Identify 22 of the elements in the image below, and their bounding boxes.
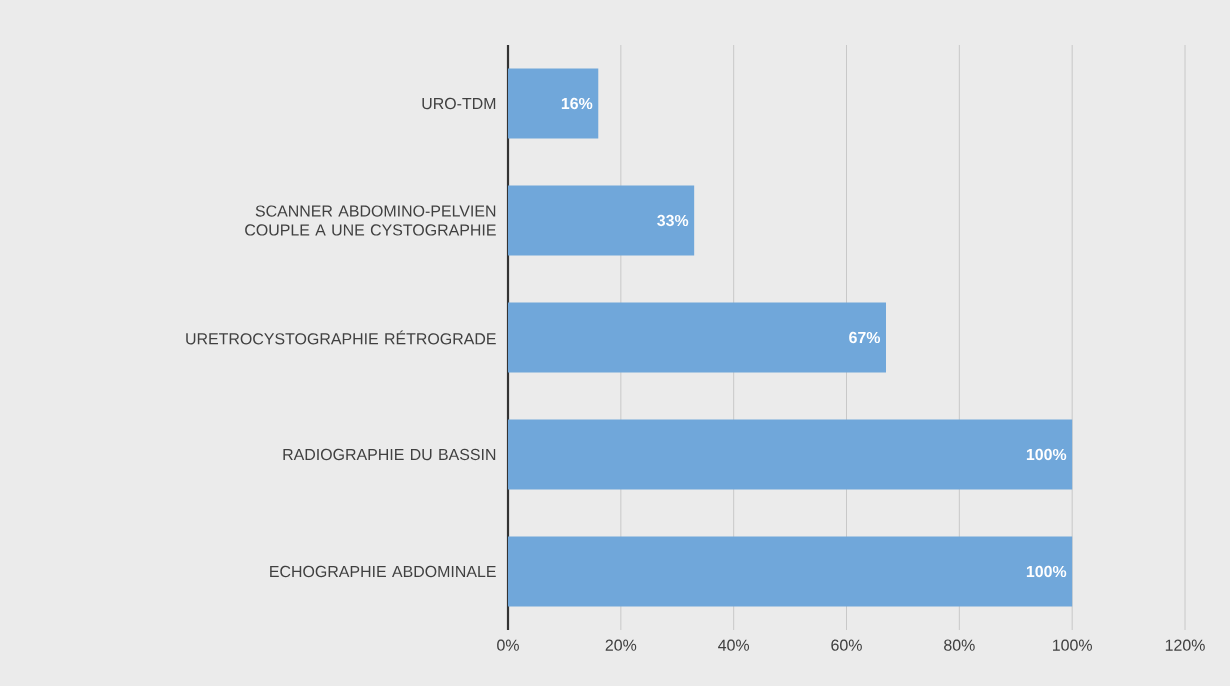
x-tick-label: 40% <box>718 639 750 651</box>
data-label: 16% <box>561 97 593 110</box>
bar <box>508 68 599 139</box>
data-label: 100% <box>1026 565 1067 578</box>
y-tick-label: SCANNER ABDOMINO-PELVIEN COUPLE A UNE CYSTOGRAPHIE <box>245 205 496 236</box>
x-tick-label: 0% <box>497 639 519 651</box>
data-label: 33% <box>657 214 689 227</box>
x-tick-label: 100% <box>1053 639 1092 651</box>
y-tick-label: ECHOGRAPHIE ABDOMINALE <box>270 565 496 578</box>
y-tick-label: URETROCYSTOGRAPHIE RÉTROGRADE <box>186 330 496 345</box>
x-tick-label: 20% <box>605 639 637 651</box>
bar <box>508 302 886 373</box>
y-tick-label: URO-TDM <box>422 97 496 110</box>
x-tick-label: 120% <box>1165 639 1205 651</box>
y-tick-label: RADIOGRAPHIE DU BASSIN <box>283 448 496 461</box>
x-tick-label: 80% <box>944 639 975 651</box>
bar <box>508 536 1073 607</box>
data-label: 100% <box>1026 448 1067 461</box>
x-tick-label: 60% <box>831 639 862 651</box>
data-label: 67% <box>849 331 881 344</box>
bar <box>508 419 1073 490</box>
bar <box>508 185 695 256</box>
